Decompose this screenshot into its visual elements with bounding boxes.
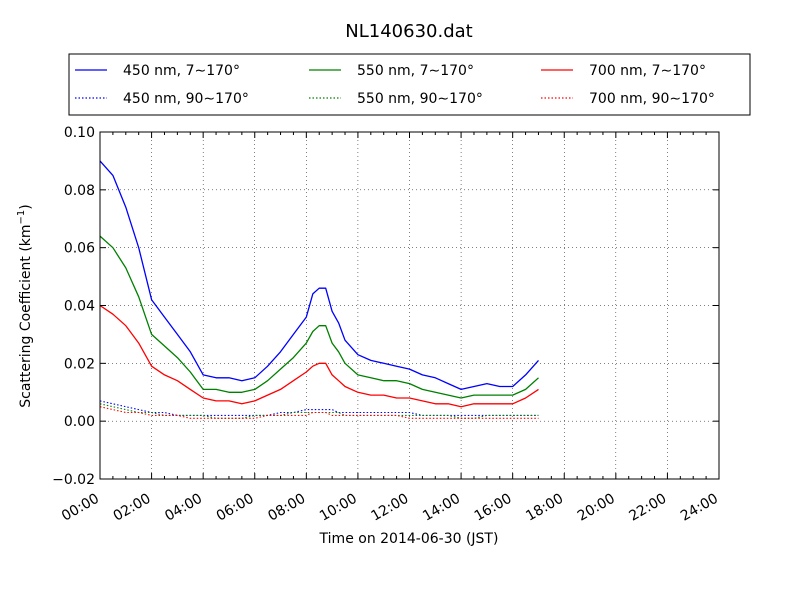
x-tick-label: 06:00 <box>214 491 257 525</box>
legend-label: 550 nm, 7∼170° <box>357 63 474 79</box>
x-tick-label: 12:00 <box>369 491 412 525</box>
y-tick-label: 0.08 <box>64 183 95 199</box>
x-tick-label: 02:00 <box>111 491 154 525</box>
legend-label: 700 nm, 7∼170° <box>589 63 706 79</box>
series-line-3 <box>99 235 539 399</box>
series-line-2 <box>99 400 539 416</box>
y-tick-label: 0.00 <box>64 414 95 430</box>
x-tick-label: 00:00 <box>59 491 102 525</box>
y-axis-label: Scattering Coefficient (km−1) <box>16 204 34 408</box>
legend-label: 700 nm, 90∼170° <box>589 91 715 107</box>
axis-ticks: 00:00 02:00 04:00 06:00 08:00 10:00 12:00 14:00… <box>52 125 721 525</box>
legend-box <box>68 53 751 116</box>
grid <box>100 132 719 479</box>
x-axis-label: Time on 2014-06-30 (JST) <box>319 531 499 547</box>
legend-label: 450 nm, 90∼170° <box>123 91 249 107</box>
series-line-5 <box>99 304 539 408</box>
x-tick-label: 16:00 <box>472 491 515 525</box>
y-tick-label: 0.02 <box>64 356 95 372</box>
y-tick-label: 0.04 <box>64 299 95 315</box>
y-tick-label: 0.06 <box>64 241 95 257</box>
series-line-4 <box>99 403 539 419</box>
x-tick-label: 14:00 <box>420 491 463 525</box>
x-tick-label: 24:00 <box>678 491 721 525</box>
x-tick-label: 20:00 <box>575 491 618 525</box>
legend-label: 550 nm, 90∼170° <box>357 91 483 107</box>
y-tick-label: −0.02 <box>52 472 95 488</box>
x-tick-label: 08:00 <box>265 491 308 525</box>
x-tick-label: 04:00 <box>162 491 205 525</box>
chart-title: NL140630.dat <box>345 21 472 42</box>
x-tick-label: 10:00 <box>317 491 360 525</box>
x-tick-label: 22:00 <box>626 491 669 525</box>
y-tick-label: 0.10 <box>64 125 95 141</box>
series-line-6 <box>99 406 539 419</box>
series-line-1 <box>99 160 539 391</box>
plot-frame <box>99 131 720 480</box>
legend: 450 nm, 7∼170° 450 nm, 90∼170° 550 nm, 7∼1… <box>68 53 751 116</box>
x-tick-label: 18:00 <box>523 491 566 525</box>
series-lines <box>99 160 539 419</box>
legend-label: 450 nm, 7∼170° <box>123 63 240 79</box>
